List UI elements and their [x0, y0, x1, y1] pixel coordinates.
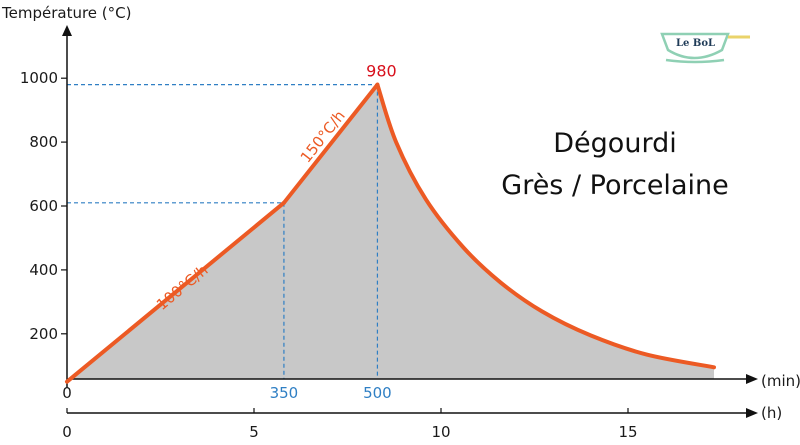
y-tick-label: 200 [29, 325, 58, 343]
curve-fill-area [67, 84, 714, 382]
cooling-curve [375, 82, 716, 370]
hours-tick-label: 10 [431, 423, 450, 441]
heating-segment-0 [65, 200, 286, 384]
x-axis-minutes-arrow [746, 374, 758, 384]
minute-marker-label: 500 [363, 384, 392, 402]
x-axis-minutes-label: (min) [761, 372, 800, 390]
y-axis-label: Température (°C) [1, 4, 131, 22]
logo-text: Le BoL [676, 38, 715, 49]
hours-tick-label: 0 [62, 423, 72, 441]
y-tick-label: 1000 [20, 69, 58, 87]
peak-label: 980 [366, 62, 397, 81]
y-tick-label: 800 [29, 133, 58, 151]
x-axis-hours-label: (h) [761, 404, 782, 422]
hours-tick-label: 5 [249, 423, 259, 441]
minute-marker-label: 350 [270, 384, 299, 402]
chart-title-line-1: Dégourdi [553, 128, 676, 159]
x-axis-hours-arrow [746, 408, 758, 418]
heating-segment-1 [281, 82, 380, 205]
le-bol-logo: Le BoL [660, 32, 750, 64]
y-axis-arrow [62, 25, 72, 36]
y-tick-label: 400 [29, 261, 58, 279]
hours-tick-label: 15 [618, 423, 637, 441]
x-axis-minutes-zero: 0 [62, 384, 72, 402]
y-tick-label: 600 [29, 197, 58, 215]
chart-title-line-2: Grès / Porcelaine [501, 170, 728, 201]
